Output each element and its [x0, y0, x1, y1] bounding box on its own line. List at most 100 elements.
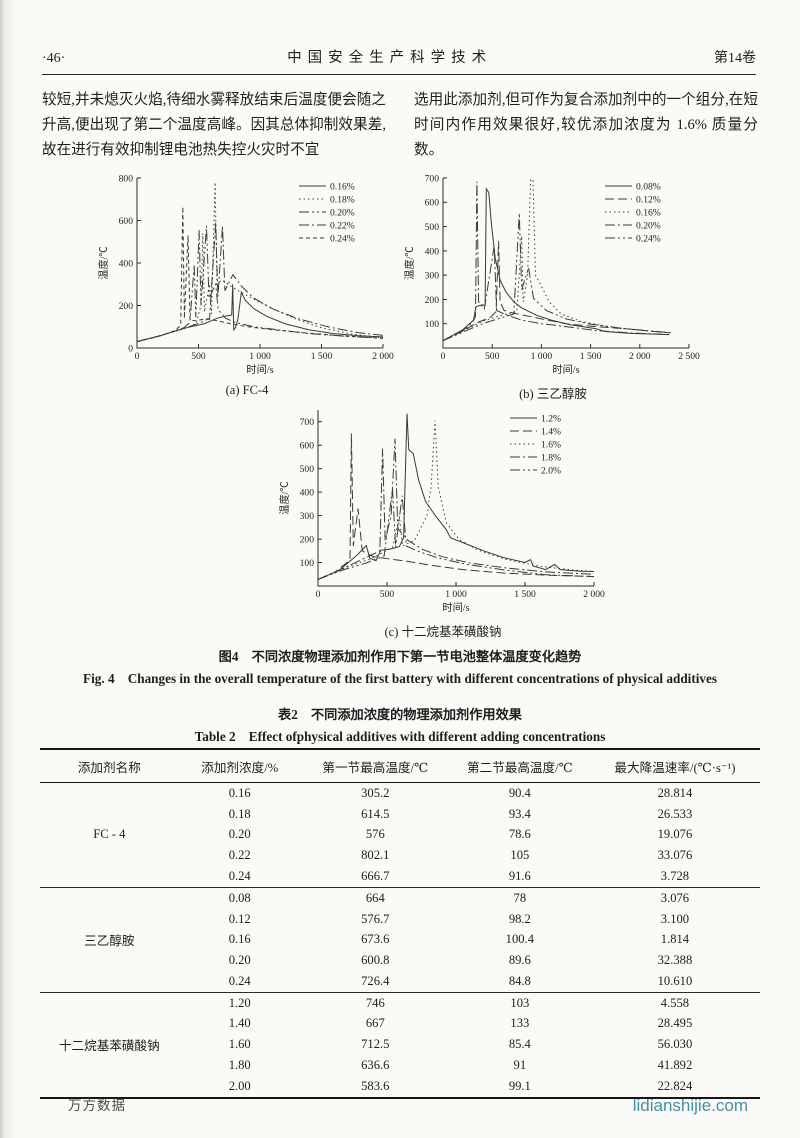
- table-cell: 26.533: [657, 806, 693, 821]
- table-row: 0.22 802.1 105 33.076: [40, 845, 760, 866]
- table-cell: 0.20: [228, 827, 251, 842]
- svg-text:0: 0: [316, 589, 321, 600]
- table-caption-en: Table 2 Effect ofphysical additives with…: [194, 729, 606, 744]
- svg-text:500: 500: [485, 351, 500, 362]
- svg-text:1 000: 1 000: [249, 351, 271, 362]
- svg-text:0.20%: 0.20%: [636, 221, 661, 232]
- table-cell: 84.8: [508, 973, 531, 988]
- chart-c: 100 200 300 400 500 600 700 0 500 1 000 1 500 2 000…: [278, 410, 605, 614]
- table-cell: 746: [300, 991, 450, 1014]
- table-cell: 85.4: [508, 1037, 531, 1052]
- site-link[interactable]: lidianshijie.com: [632, 1096, 748, 1115]
- table-cell: 105: [510, 848, 530, 863]
- table-cell: 1.814: [660, 932, 690, 947]
- additive-name-cell: FC - 4: [93, 827, 126, 842]
- svg-text:温度/℃: 温度/℃: [97, 246, 110, 279]
- chart-c-row: 100 200 300 400 500 600 700 0 500 1 000 1 500 2 000…: [0, 402, 800, 640]
- table-row: 2.00 583.6 99.1 22.824: [40, 1076, 760, 1098]
- additive-name-cell: 三乙醇胺: [40, 886, 179, 993]
- svg-text:600: 600: [300, 441, 315, 452]
- svg-text:700: 700: [300, 417, 315, 428]
- svg-text:400: 400: [119, 258, 134, 269]
- svg-text:2 000: 2 000: [583, 589, 605, 600]
- table-column-header: 添加剂名称: [40, 749, 179, 783]
- table-row: 十二烷基苯磺酸钠 1.20 746 103 4.558: [40, 991, 760, 1098]
- table-cell: 3.728: [660, 869, 690, 884]
- chart-b-caption: (b) 三乙醇胺: [519, 387, 587, 401]
- svg-text:800: 800: [119, 173, 134, 184]
- table-cell: 305.2: [361, 785, 390, 800]
- svg-text:1 000: 1 000: [531, 351, 553, 362]
- volume-label: 第14卷: [713, 51, 756, 66]
- table-cell: 664: [300, 886, 450, 909]
- body-text: 较短,并未熄灭火焰,待细水雾释放结束后温度便会随之升高,便出现了第二个温度高峰。…: [42, 88, 758, 164]
- svg-text:400: 400: [300, 488, 315, 499]
- table-cell: 41.892: [657, 1058, 693, 1073]
- table-cell: 0.08: [178, 886, 301, 909]
- watermark-wanfang: 万方数据: [68, 1098, 126, 1113]
- svg-text:0.16%: 0.16%: [330, 182, 355, 193]
- svg-text:2 000: 2 000: [372, 351, 394, 362]
- svg-text:0.22%: 0.22%: [330, 221, 355, 232]
- table-row: 0.24 726.4 84.8 10.610: [40, 971, 760, 992]
- table-cell: 91.6: [508, 869, 531, 884]
- table-cell: 78.6: [508, 827, 531, 842]
- page-header: ·46· 中国安全生产科学技术 第14卷: [42, 46, 756, 75]
- svg-text:400: 400: [425, 246, 440, 257]
- table-cell: 576.7: [361, 911, 390, 926]
- table-cell: 1.80: [228, 1058, 251, 1073]
- svg-text:2 000: 2 000: [629, 351, 651, 362]
- body-right-column: 选用此添加剂,但可作为复合添加剂中的一个组分,在短时间内作用效果很好,较优添加浓…: [414, 92, 758, 159]
- table-cell: 600.8: [361, 953, 390, 968]
- table-cell: 10.610: [657, 973, 693, 988]
- table-cell: 32.388: [657, 953, 693, 968]
- table-cell: 93.4: [508, 806, 531, 821]
- table-cell: 19.076: [657, 827, 693, 842]
- table-cell: 1.20: [178, 991, 301, 1014]
- chart-b: 100 200 300 400 500 600 700 0 500 1 000 1 500 2 000…: [403, 173, 700, 376]
- table-row: 0.20 600.8 89.6 32.388: [40, 950, 760, 971]
- table-column-header: 添加剂浓度/%: [178, 749, 301, 783]
- table-row: FC - 4 0.16 305.2 90.4 28.814: [40, 783, 760, 842]
- figure-caption-en: Fig. 4 Changes in the overall temperatur…: [83, 671, 717, 686]
- table-cell: 576: [365, 827, 385, 842]
- svg-text:0: 0: [128, 343, 133, 354]
- svg-text:时间/s: 时间/s: [246, 363, 273, 376]
- svg-text:700: 700: [425, 173, 440, 184]
- table-cell: 1.40: [228, 1016, 251, 1031]
- svg-text:200: 200: [119, 301, 134, 312]
- table-cell: 667: [365, 1016, 385, 1031]
- svg-text:0.24%: 0.24%: [330, 234, 355, 245]
- svg-text:100: 100: [300, 558, 315, 569]
- table-cell: 133: [510, 1016, 530, 1031]
- table-cell: 0.12: [228, 911, 251, 926]
- svg-text:1 500: 1 500: [311, 351, 333, 362]
- table-cell: 673.6: [361, 932, 390, 947]
- svg-text:1 500: 1 500: [580, 351, 602, 362]
- table-row: 1.80 636.6 91 41.892: [40, 1055, 760, 1076]
- table-cell: 0.20: [228, 953, 251, 968]
- table-cell: 1.60: [228, 1037, 251, 1052]
- svg-text:600: 600: [119, 216, 134, 227]
- table-cell: 0.22: [228, 848, 251, 863]
- svg-text:1.4%: 1.4%: [541, 427, 561, 438]
- additive-name-cell: 十二烷基苯磺酸钠: [40, 991, 179, 1098]
- svg-text:500: 500: [380, 589, 395, 600]
- table-cell: 103: [449, 991, 590, 1014]
- svg-text:2.0%: 2.0%: [541, 466, 561, 477]
- table-row: 0.20 576 78.6 19.076: [40, 825, 760, 846]
- table-cell: 22.824: [657, 1078, 693, 1093]
- page-number: ·46·: [42, 51, 66, 66]
- table-cell: 99.1: [508, 1078, 531, 1093]
- svg-text:600: 600: [425, 198, 440, 209]
- table-cell: 56.030: [657, 1037, 693, 1052]
- table-row: 0.12 576.7 98.2 3.100: [40, 909, 760, 930]
- journal-title: 中国安全生产科学技术: [287, 50, 493, 66]
- svg-text:0: 0: [441, 351, 446, 362]
- table-column-header: 第二节最高温度/℃: [449, 749, 590, 783]
- table-cell: 802.1: [361, 848, 390, 863]
- svg-text:时间/s: 时间/s: [442, 601, 469, 614]
- svg-text:温度/℃: 温度/℃: [278, 481, 291, 514]
- table-cell: 100.4: [505, 932, 534, 947]
